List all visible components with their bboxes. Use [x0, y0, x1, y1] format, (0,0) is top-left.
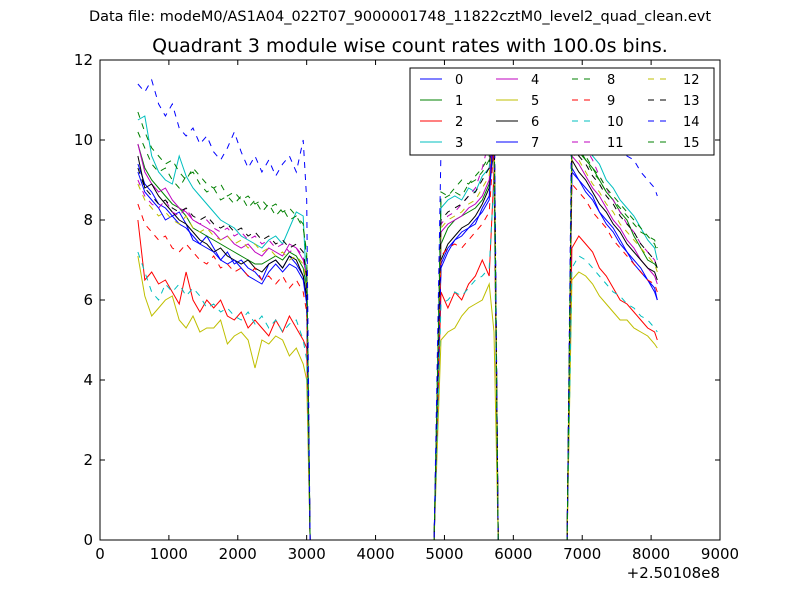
series-line-2	[137, 171, 658, 541]
legend-label: 1	[455, 94, 463, 109]
y-tick-label: 12	[74, 51, 93, 69]
legend-label: 14	[683, 115, 700, 130]
series-line-0	[137, 119, 658, 541]
legend-box	[409, 67, 715, 156]
legend-entry-2: 2	[420, 115, 463, 130]
legend-label: 6	[531, 115, 539, 130]
y-tick-label: 6	[83, 291, 93, 309]
legend-label: 4	[531, 73, 539, 88]
x-tick-label: 0	[95, 545, 105, 563]
ticks-layer: 0 1000 2000 3000 4000 5000 6000 7000 8000 9000 0 2 4…	[74, 51, 739, 563]
legend-entry-7: 7	[496, 136, 539, 151]
legend-label: 11	[607, 136, 624, 151]
legend-entry-4: 4	[496, 73, 539, 88]
legend-label: 2	[455, 115, 463, 130]
legend-entry-8: 8	[572, 73, 615, 88]
x-tick-label: 8000	[632, 545, 670, 563]
chart-title: Quadrant 3 module wise count rates with …	[152, 35, 668, 57]
y-tick-label: 0	[83, 531, 93, 549]
y-tick-label: 8	[83, 211, 93, 229]
series-line-4	[137, 115, 658, 541]
x-tick-label: 3000	[288, 545, 326, 563]
legend-entry-3: 3	[420, 136, 463, 151]
x-offset-label: +2.50108e8	[627, 564, 720, 582]
legend-label: 12	[683, 73, 700, 88]
series-line-6	[137, 147, 658, 541]
series-line-9	[137, 143, 658, 541]
legend-entry-12: 12	[648, 73, 700, 88]
legend-label: 13	[683, 94, 700, 109]
legend-entry-13: 13	[648, 94, 700, 109]
series-line-5	[137, 255, 658, 541]
y-tick-label: 2	[83, 451, 93, 469]
legend-label: 7	[531, 136, 539, 151]
legend-label: 9	[607, 94, 615, 109]
x-tick-label: 4000	[356, 545, 394, 563]
legend-entry-0: 0	[420, 73, 463, 88]
legend-label: 5	[531, 94, 539, 109]
legend-entry-6: 6	[496, 115, 539, 130]
series-line-13	[137, 103, 658, 541]
series-line-15	[137, 111, 658, 541]
y-tick-label: 10	[74, 131, 93, 149]
legend-entry-11: 11	[572, 136, 624, 151]
legend-label: 8	[607, 73, 615, 88]
chart-suptitle: Data file: modeM0/AS1A04_022T07_90000017…	[88, 9, 712, 25]
y-tick-label: 4	[83, 371, 93, 389]
x-tick-label: 5000	[425, 545, 463, 563]
series-line-8	[137, 115, 658, 541]
legend-label: 0	[455, 73, 463, 88]
x-tick-label: 2000	[219, 545, 257, 563]
x-tick-label: 1000	[150, 545, 188, 563]
legend-entry-10: 10	[572, 115, 624, 130]
legend-entry-14: 14	[648, 115, 700, 130]
legend-entry-1: 1	[420, 94, 463, 109]
legend-label: 15	[683, 136, 700, 151]
legend-entry-15: 15	[648, 136, 700, 151]
x-tick-label: 6000	[494, 545, 532, 563]
x-tick-label: 9000	[701, 545, 739, 563]
legend-entry-9: 9	[572, 94, 615, 109]
x-tick-label: 7000	[563, 545, 601, 563]
legend-entry-5: 5	[496, 94, 539, 109]
legend-label: 10	[607, 115, 624, 130]
legend-label: 3	[455, 136, 463, 151]
